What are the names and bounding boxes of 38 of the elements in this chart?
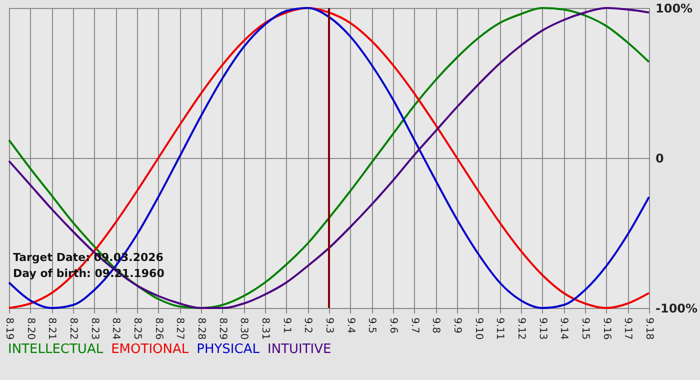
x-tick-label: 8.24 (110, 318, 122, 340)
x-tick-label: 9.6 (388, 318, 398, 334)
x-tick-label: 9.7 (408, 318, 420, 334)
x-tick-label: 8.29 (216, 318, 228, 340)
x-tick-label: 9.5 (366, 318, 378, 334)
x-tick-label: 8.20 (24, 318, 36, 340)
x-tick-label: 9.8 (430, 318, 442, 334)
x-tick-label: 9.2 (302, 318, 314, 334)
x-tick-label: 8.30 (238, 318, 250, 340)
y-tick-label: 0 (656, 152, 664, 166)
x-tick-label: 9.9 (452, 318, 462, 334)
text: INTUITIVE (267, 342, 332, 357)
x-tick-label: 8.26 (152, 318, 164, 340)
x-tick-label: 9.17 (622, 318, 634, 340)
x-tick-label: 8.31 (260, 318, 270, 340)
x-tick-label: 9.18 (644, 318, 654, 340)
x-tick-label: 9.14 (558, 318, 570, 340)
y-tick-label: -100% (656, 302, 698, 316)
x-tick-label: 9.10 (472, 318, 484, 340)
x-tick-label: 8.21 (46, 318, 58, 340)
x-tick-label: 8.22 (68, 318, 78, 340)
x-tick-label: 9.11 (494, 318, 506, 340)
text: INTELLECTUAL (8, 342, 104, 357)
x-tick-label: 9.15 (580, 318, 590, 340)
x-tick-label: 9.13 (536, 318, 548, 340)
x-tick-label: 8.25 (132, 318, 142, 340)
text: PHYSICAL (196, 342, 260, 357)
x-tick-label: 8.27 (174, 318, 186, 340)
x-tick-label: 9.12 (516, 318, 526, 340)
x-tick-label: 9.4 (344, 318, 356, 334)
x-tick-label: 8.28 (196, 318, 206, 340)
x-tick-label: 9.16 (600, 318, 612, 340)
x-tick-label: 8.19 (4, 318, 14, 340)
y-tick-label: 100% (656, 2, 693, 16)
x-tick-label: 8.23 (88, 318, 100, 340)
x-tick-label: 9.3 (324, 318, 334, 334)
text: EMOTIONAL (111, 342, 189, 357)
x-tick-label: 9.1 (280, 318, 292, 334)
